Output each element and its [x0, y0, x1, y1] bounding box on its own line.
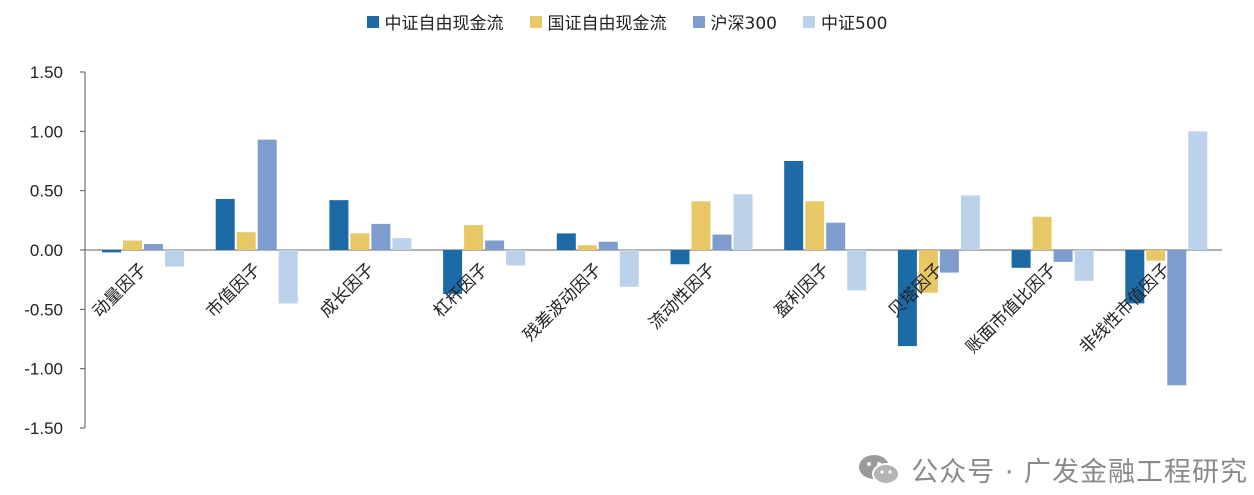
x-tick-label: 账面市值比因子 [962, 259, 1060, 357]
watermark-text: 公众号 · 广发金融工程研究 [911, 457, 1248, 488]
bar [939, 250, 959, 273]
x-tick-label: 流动性因子 [645, 259, 719, 333]
legend-swatch [366, 15, 379, 28]
bar [485, 240, 505, 250]
bar [1125, 250, 1145, 304]
y-tick-label: 0.00 [30, 241, 63, 260]
watermark: 公众号 · 广发金融工程研究 [857, 450, 1248, 489]
legend-item: 中证500 [803, 9, 887, 34]
bar [670, 250, 690, 265]
bar [123, 240, 142, 250]
y-tick-label: 1.50 [30, 63, 63, 82]
legend-item: 沪深300 [692, 9, 777, 34]
bar [1146, 250, 1166, 261]
bar [144, 244, 163, 250]
bar [1011, 250, 1031, 268]
chart-legend: 中证自由现金流 国证自由现金流 沪深300 中证500 [0, 9, 1254, 34]
bar [598, 241, 618, 250]
x-tick-label: 残差波动因子 [520, 259, 606, 345]
y-tick-label: -1.50 [24, 419, 63, 438]
bar [805, 201, 825, 250]
bar [826, 222, 846, 250]
bar [577, 245, 597, 250]
legend-label: 沪深300 [710, 14, 777, 34]
x-tick-label: 盈利因子 [771, 259, 833, 321]
legend-swatch [803, 15, 815, 28]
bar [278, 250, 298, 304]
y-tick-label: -0.50 [24, 300, 63, 319]
bar [847, 250, 867, 291]
y-tick-label: 1.00 [30, 122, 63, 141]
bar [712, 234, 732, 250]
bar [691, 201, 711, 250]
x-tick-label: 成长因子 [316, 259, 378, 321]
bar [215, 198, 235, 250]
bar [733, 194, 753, 250]
legend-item: 国证自由现金流 [529, 9, 667, 34]
bar [1188, 131, 1208, 250]
bar [506, 250, 526, 266]
bar [443, 250, 463, 294]
y-tick-label: 0.50 [30, 182, 63, 201]
bar [350, 233, 370, 250]
legend-swatch [529, 15, 542, 28]
bar [464, 225, 484, 250]
bar [102, 250, 121, 253]
legend-label: 中证500 [821, 14, 888, 34]
y-tick-label: -1.00 [24, 360, 63, 379]
x-tick-label: 动量因子 [89, 259, 151, 321]
bar [556, 233, 576, 250]
bar [1053, 250, 1073, 262]
legend-item: 中证自由现金流 [366, 9, 504, 34]
bar [236, 232, 256, 250]
bar [897, 250, 917, 347]
bar [960, 195, 980, 250]
bar [619, 250, 639, 287]
bar [371, 223, 391, 250]
bar [392, 238, 412, 250]
x-tick-label: 市值因子 [203, 259, 265, 321]
legend-label: 中证自由现金流 [384, 14, 504, 34]
bar [257, 139, 277, 250]
bar [329, 200, 349, 250]
bar [1167, 250, 1187, 386]
bar [784, 161, 804, 250]
legend-label: 国证自由现金流 [547, 14, 667, 34]
wechat-icon [859, 454, 901, 485]
bar [1032, 216, 1052, 250]
bar [165, 250, 184, 267]
legend-swatch [692, 15, 705, 28]
bar [1074, 250, 1094, 281]
bar [918, 250, 938, 293]
